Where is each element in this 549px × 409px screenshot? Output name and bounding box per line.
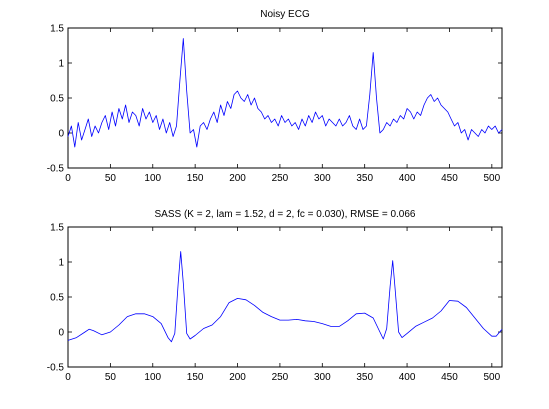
sass-title: SASS (K = 2, lam = 1.52, d = 2, fc = 0.0… <box>155 209 416 220</box>
sass-ticks: 0 50 100 150 200 250 300 350 400 450 500-0.500.511… <box>47 223 502 383</box>
sass-axes: SASS (K = 2, lam = 1.52, d = 2, fc = 0.0… <box>47 209 503 383</box>
noisy-ecg-xtick-label: 450 <box>441 173 458 184</box>
sass-xtick-label: 100 <box>144 372 161 383</box>
noisy-ecg-xtick-label: 150 <box>187 173 204 184</box>
noisy-ecg-xtick-label: 250 <box>272 173 289 184</box>
noisy-ecg-ytick-label: 0 <box>58 129 64 140</box>
sass-xtick-label: 250 <box>272 372 289 383</box>
noisy-ecg-xtick-label: 0 <box>65 173 71 184</box>
noisy-ecg-series-line <box>67 38 503 148</box>
sass-series-line <box>67 251 503 343</box>
noisy-ecg-ytick-label: 1.5 <box>50 24 64 35</box>
noisy-ecg-title: Noisy ECG <box>260 9 310 20</box>
noisy-ecg-ytick-label: -0.5 <box>47 164 65 175</box>
sass-xtick-label: 300 <box>314 372 331 383</box>
noisy-ecg-ticks: 0 50 100 150 200 250 300 350 400 450 500-0.500.511… <box>47 24 502 184</box>
sass-ytick-label: 1.5 <box>50 223 64 234</box>
sass-ytick-label: 0.5 <box>50 293 64 304</box>
noisy-ecg-xtick-label: 400 <box>399 173 416 184</box>
sass-xtick-label: 200 <box>229 372 246 383</box>
noisy-ecg-ytick-label: 1 <box>58 59 64 70</box>
sass-xtick-label: 150 <box>187 372 204 383</box>
noisy-ecg-xtick-label: 500 <box>483 173 500 184</box>
sass-ytick-label: -0.5 <box>47 363 65 374</box>
noisy-ecg-xtick-label: 50 <box>105 173 117 184</box>
sass-xtick-label: 50 <box>105 372 117 383</box>
noisy-ecg-ytick-label: 0.5 <box>50 94 64 105</box>
sass-ytick-label: 0 <box>58 328 64 339</box>
noisy-ecg-xtick-label: 300 <box>314 173 331 184</box>
noisy-ecg-plot-area <box>67 27 503 169</box>
sass-xtick-label: 450 <box>441 372 458 383</box>
sass-plot-area <box>67 226 503 368</box>
noisy-ecg-xtick-label: 350 <box>356 173 373 184</box>
noisy-ecg-axes: Noisy ECG 0 50 100 150 200 250 300 350 400 450 500… <box>47 9 503 184</box>
sass-xtick-label: 0 <box>65 372 71 383</box>
noisy-ecg-xtick-label: 100 <box>144 173 161 184</box>
sass-xtick-label: 350 <box>356 372 373 383</box>
noisy-ecg-xtick-label: 200 <box>229 173 246 184</box>
sass-xtick-label: 500 <box>483 372 500 383</box>
sass-ytick-label: 1 <box>58 258 64 269</box>
sass-xtick-label: 400 <box>399 372 416 383</box>
